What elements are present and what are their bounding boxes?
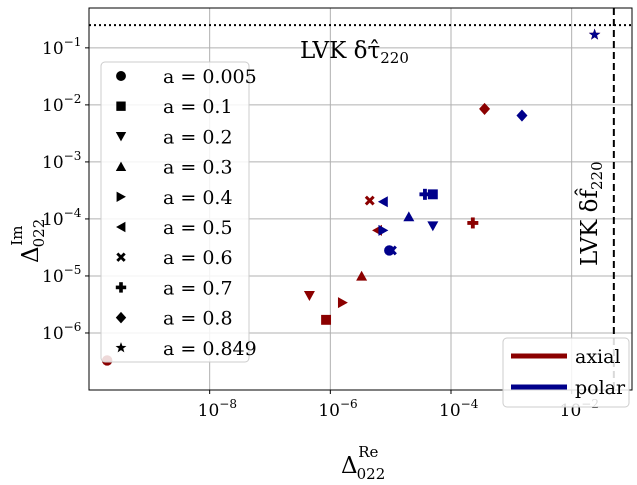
legend-marker-star	[115, 342, 127, 353]
legend-marker-triangle-up	[115, 161, 127, 172]
polar-point-x-filled	[386, 245, 397, 256]
y-tick-label: 10−1	[42, 35, 81, 59]
marker-legend-label: a = 0.5	[163, 217, 233, 239]
x-axis-label: Δ022Re	[341, 443, 385, 483]
marker-legend: a = 0.005 a = 0.1 a = 0.2 a = 0.3 a = 0.4 a =…	[100, 61, 257, 363]
legend-marker-x-filled	[116, 252, 126, 262]
x-tick-label: 10−6	[318, 397, 357, 421]
y-axis-label: Δ022Im	[8, 219, 48, 263]
polar-point-plus-filled	[419, 188, 431, 200]
x-tick-label: 10−8	[198, 397, 237, 421]
legend-marker-square	[116, 101, 126, 111]
data-points	[101, 28, 601, 366]
legend-marker-triangle-down	[115, 131, 127, 142]
y-tick-label: 10−5	[42, 263, 81, 287]
axial-point-square	[321, 314, 332, 325]
axial-point-triangle-down	[303, 291, 315, 301]
series-legend-label: axial	[575, 346, 621, 368]
polar-point-triangle-up	[403, 211, 415, 222]
marker-legend-label: a = 0.2	[163, 126, 233, 148]
axial-point-plus-filled	[467, 217, 479, 229]
legend-marker-triangle-right	[116, 191, 126, 202]
x-tick-label: 10−4	[439, 397, 479, 421]
x-axis-ticks: 10−810−610−410−2	[198, 390, 599, 421]
polar-point-diamond	[516, 109, 528, 122]
polar-point-circle	[384, 245, 395, 256]
legend-marker-circle	[116, 71, 126, 81]
series-legend-label: polar	[575, 377, 626, 399]
polar-point-square	[427, 189, 438, 200]
marker-legend-box	[100, 61, 250, 363]
marker-legend-label: a = 0.7	[163, 277, 233, 299]
y-tick-label: 10−6	[42, 320, 81, 344]
marker-legend-label: a = 0.3	[163, 157, 233, 179]
y-axis-ticks: 10−6 10−5 10−4 10−3 10−2 10−1	[42, 35, 89, 344]
y-tick-label: 10−2	[42, 92, 81, 116]
tau-reference-label: LVK δτ̂220	[300, 38, 409, 67]
marker-legend-label: a = 0.849	[163, 338, 257, 360]
freq-reference-label: LVK δf̂220	[576, 161, 606, 266]
axial-point-diamond	[479, 102, 491, 115]
legend-marker-diamond	[115, 311, 127, 324]
marker-legend-label: a = 0.8	[163, 308, 233, 330]
marker-legend-label: a = 0.4	[163, 187, 233, 209]
legend-marker-triangle-left	[116, 221, 126, 233]
marker-legend-label: a = 0.005	[163, 66, 257, 88]
polar-point-triangle-right	[378, 224, 389, 236]
axial-point-triangle-up	[356, 270, 368, 281]
axial-point-triangle-right	[337, 297, 348, 309]
polar-point-star	[588, 28, 601, 40]
legend-marker-plus-filled	[115, 282, 127, 293]
marker-legend-label: a = 0.6	[163, 247, 233, 269]
axial-point-x-filled	[364, 195, 375, 206]
reference-lines	[89, 8, 632, 390]
plot-frame	[88, 7, 633, 391]
y-tick-label: 10−3	[42, 149, 81, 173]
marker-legend-label: a = 0.1	[163, 96, 233, 118]
polar-point-triangle-down	[427, 221, 439, 232]
series-legend: axial polar	[502, 337, 630, 408]
polar-point-triangle-left	[377, 196, 388, 208]
y-tick-label: 10−4	[42, 206, 82, 230]
